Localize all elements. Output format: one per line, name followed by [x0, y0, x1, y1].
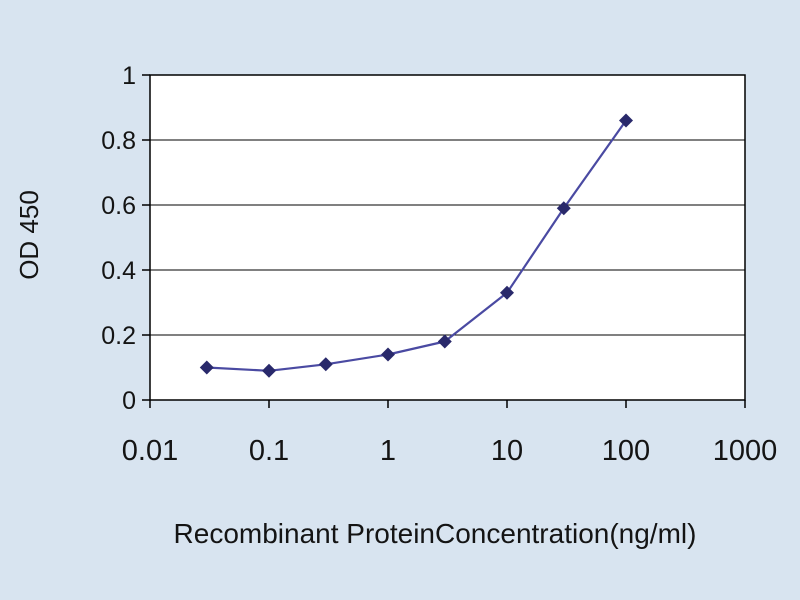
series-line: [206, 119, 627, 372]
axis-ticks: [142, 74, 746, 408]
y-tick-label: 0.4: [101, 257, 136, 285]
data-point-marker: [619, 113, 633, 128]
plot-area: [149, 74, 746, 401]
x-tick-label: 0.1: [249, 435, 289, 467]
y-tick-labels: 0 0.2 0.4 0.6 0.8 1: [101, 62, 136, 415]
y-tick-label: 1: [122, 62, 136, 90]
data-point-marker: [262, 363, 276, 378]
data-point-marker: [556, 201, 571, 216]
data-point-marker: [318, 357, 333, 372]
data-point-marker: [500, 285, 514, 300]
data-point-marker: [381, 347, 395, 362]
y-tick-label: 0.8: [101, 127, 136, 155]
x-tick-labels: 0.01 0.1 1 10 100 1000: [122, 435, 777, 467]
x-axis-label: Recombinant ProteinConcentration(ng/ml): [174, 518, 697, 549]
data-point-marker: [437, 334, 452, 349]
x-tick-label: 100: [602, 435, 650, 467]
y-tick-label: 0: [122, 387, 136, 415]
x-tick-label: 10: [491, 435, 523, 467]
y-tick-label: 0.6: [101, 192, 136, 220]
x-tick-label: 0.01: [122, 435, 178, 467]
x-tick-label: 1000: [713, 435, 778, 467]
x-tick-label: 1: [380, 435, 396, 467]
data-series: [199, 113, 633, 378]
gridlines: [150, 74, 745, 401]
y-tick-label: 0.2: [101, 322, 136, 350]
data-point-marker: [199, 360, 214, 375]
y-axis-label: OD 450: [14, 190, 44, 280]
